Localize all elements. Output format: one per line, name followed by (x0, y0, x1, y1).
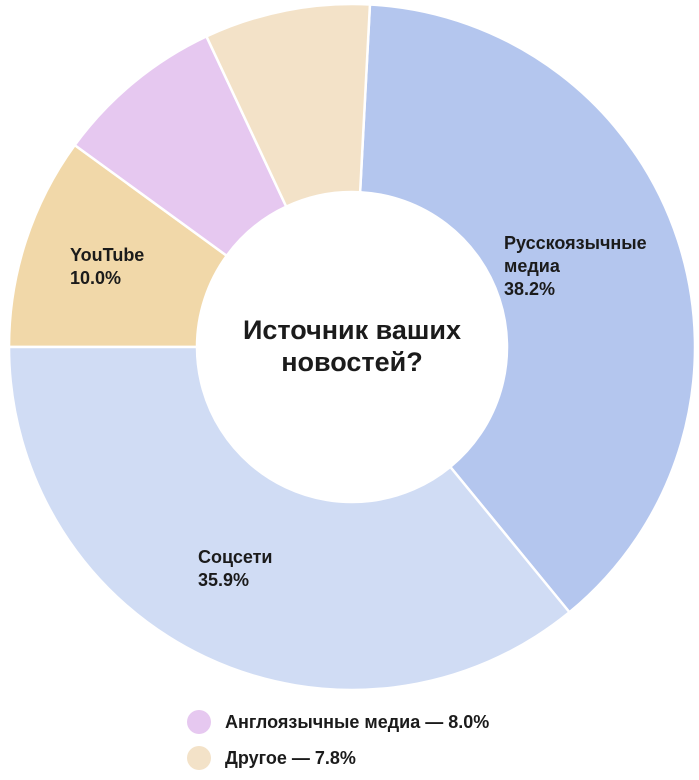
slice-1 (358, 3, 697, 615)
legend-label: Англоязычные медиа — 8.0% (225, 711, 490, 732)
donut-chart: Русскоязычные медиа 38.2% Соцсети 35.9% YouTu… (7, 2, 697, 692)
slice-name-label: Русскоязычные (504, 233, 647, 253)
slice-name-label: медиа (504, 256, 561, 276)
slice-value-label: 38.2% (504, 279, 555, 299)
slice-5 (204, 2, 372, 209)
slice-2 (7, 345, 572, 692)
legend: Англоязычные медиа — 8.0% Другое — 7.8% (187, 708, 489, 780)
slice-labels: Русскоязычные медиа 38.2% Соцсети 35.9% YouTu… (70, 233, 647, 590)
slice-value-label: 10.0% (70, 268, 121, 288)
slice-name-label: Соцсети (198, 547, 273, 567)
chart-title-line: новостей? (281, 347, 423, 377)
donut-slices (7, 2, 697, 692)
legend-label: Другое — 7.8% (225, 747, 356, 768)
chart-title-line: Источник ваших (243, 315, 461, 345)
slice-name-label: YouTube (70, 245, 144, 265)
slice-value-label: 35.9% (198, 570, 249, 590)
legend-item: Другое — 7.8% (187, 744, 489, 772)
legend-swatch (187, 746, 211, 770)
legend-swatch (187, 710, 211, 734)
legend-item: Англоязычные медиа — 8.0% (187, 708, 489, 736)
